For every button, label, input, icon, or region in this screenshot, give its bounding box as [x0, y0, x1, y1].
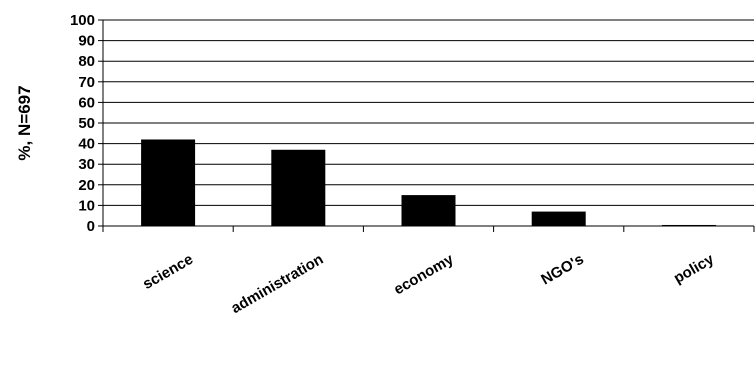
- bars: [141, 139, 716, 226]
- y-tick-label: 80: [78, 53, 95, 70]
- y-tick-label: 60: [78, 94, 95, 111]
- x-category-label: administration: [228, 251, 326, 317]
- y-tick-label: 20: [78, 177, 95, 194]
- y-tick-label: 30: [78, 156, 95, 173]
- bar-science: [141, 139, 196, 226]
- bar-economy: [401, 195, 456, 226]
- bar-ngo-s: [531, 211, 586, 226]
- axes: [98, 19, 755, 232]
- x-category-label: economy: [391, 250, 457, 298]
- y-tick-labels: 0 10 20 30 40 50 60 70 80 90 100: [70, 12, 95, 235]
- y-tick-label: 0: [87, 218, 95, 235]
- x-category-labels: science administration economy NGO's policy: [140, 250, 718, 317]
- y-axis-title: %, N=697: [15, 85, 34, 160]
- y-tick-label: 100: [70, 12, 95, 29]
- y-tick-label: 90: [78, 33, 95, 50]
- y-tick-label: 10: [78, 197, 95, 214]
- gridlines: [103, 19, 754, 206]
- y-tick-label: 50: [78, 115, 95, 132]
- x-category-label: policy: [671, 250, 718, 287]
- y-tick-label: 40: [78, 136, 95, 153]
- x-category-label: science: [140, 251, 196, 293]
- bar-policy: [661, 224, 716, 226]
- x-category-label: NGO's: [538, 251, 586, 289]
- bar-administration: [271, 149, 326, 226]
- y-tick-label: 70: [78, 74, 95, 91]
